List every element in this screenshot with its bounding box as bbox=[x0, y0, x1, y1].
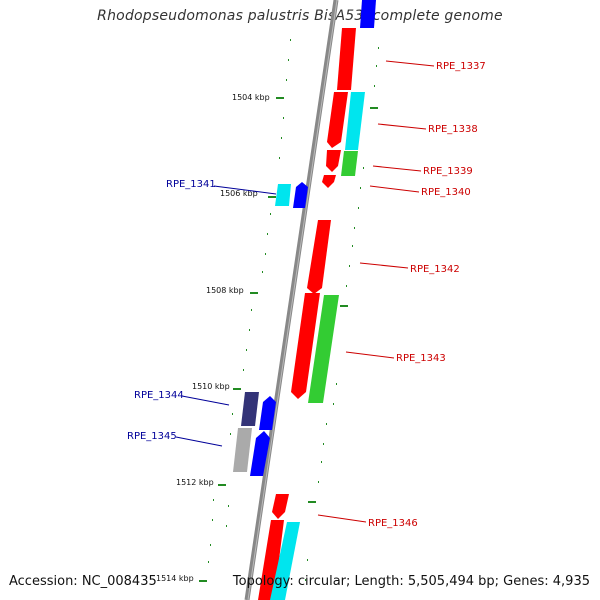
cog-bar-1345 bbox=[233, 428, 252, 472]
reverse-gene-labels: RPE_1341 RPE_1344 RPE_1345 bbox=[127, 179, 216, 442]
cds-rpe-1346-a[interactable] bbox=[272, 494, 289, 519]
forward-cds-track bbox=[258, 28, 356, 600]
scale-label-1510: 1510 kbp bbox=[192, 382, 230, 391]
cog-bar-1337 bbox=[360, 0, 376, 28]
cog-bar-1339 bbox=[341, 151, 358, 176]
cog-bar-1338 bbox=[345, 92, 365, 150]
major-ticks bbox=[199, 97, 378, 582]
cog-bar-1346 bbox=[270, 522, 300, 600]
forward-cog-track bbox=[270, 0, 376, 600]
scale-label-1512: 1512 kbp bbox=[176, 478, 214, 487]
gene-label-rpe-1340[interactable]: RPE_1340 bbox=[421, 187, 471, 198]
cds-rpe-1339[interactable] bbox=[326, 150, 341, 172]
gene-label-rpe-1341[interactable]: RPE_1341 bbox=[166, 179, 216, 190]
gene-label-rpe-1337[interactable]: RPE_1337 bbox=[436, 61, 486, 72]
cog-bar-1344 bbox=[241, 392, 259, 426]
cds-rpe-1346-b[interactable] bbox=[258, 520, 284, 600]
gene-label-rpe-1338[interactable]: RPE_1338 bbox=[428, 124, 478, 135]
cog-bar-1341 bbox=[275, 184, 291, 206]
cds-rpe-1340[interactable] bbox=[322, 175, 336, 188]
gene-label-rpe-1343[interactable]: RPE_1343 bbox=[396, 353, 446, 364]
map-title: Rhodopseudomonas palustris BisA53, compl… bbox=[97, 8, 503, 24]
cds-rpe-1345[interactable] bbox=[250, 431, 270, 476]
cog-bar-1343 bbox=[308, 295, 339, 403]
scale-label-1504: 1504 kbp bbox=[232, 93, 270, 102]
cds-rpe-1342[interactable] bbox=[307, 220, 331, 294]
backbone-line bbox=[244, 0, 339, 600]
accession-text: Accession: NC_008435 bbox=[9, 574, 157, 589]
gene-label-rpe-1339[interactable]: RPE_1339 bbox=[423, 166, 473, 177]
outer-tick-ring bbox=[305, 47, 379, 581]
scale-label-1508: 1508 kbp bbox=[206, 286, 244, 295]
inner-tick-ring bbox=[208, 39, 291, 563]
gene-label-rpe-1346[interactable]: RPE_1346 bbox=[368, 518, 418, 529]
gene-label-rpe-1345[interactable]: RPE_1345 bbox=[127, 431, 177, 442]
genome-summary-text: Topology: circular; Length: 5,505,494 bp… bbox=[232, 574, 590, 589]
cds-rpe-1338[interactable] bbox=[327, 92, 348, 148]
reverse-cds-track bbox=[233, 182, 308, 476]
cds-rpe-1343[interactable] bbox=[291, 293, 320, 399]
gene-label-rpe-1344[interactable]: RPE_1344 bbox=[134, 390, 184, 401]
label-connectors bbox=[175, 60, 435, 523]
scale-label-1514: 1514 kbp bbox=[156, 574, 194, 583]
cds-rpe-1344[interactable] bbox=[259, 396, 276, 430]
cds-rpe-1341[interactable] bbox=[293, 182, 308, 208]
forward-gene-labels: RPE_1337 RPE_1338 RPE_1339 RPE_1340 RPE_… bbox=[368, 61, 486, 529]
cds-rpe-1337[interactable] bbox=[337, 28, 356, 90]
scale-label-1506: 1506 kbp bbox=[220, 189, 258, 198]
gene-label-rpe-1342[interactable]: RPE_1342 bbox=[410, 264, 460, 275]
